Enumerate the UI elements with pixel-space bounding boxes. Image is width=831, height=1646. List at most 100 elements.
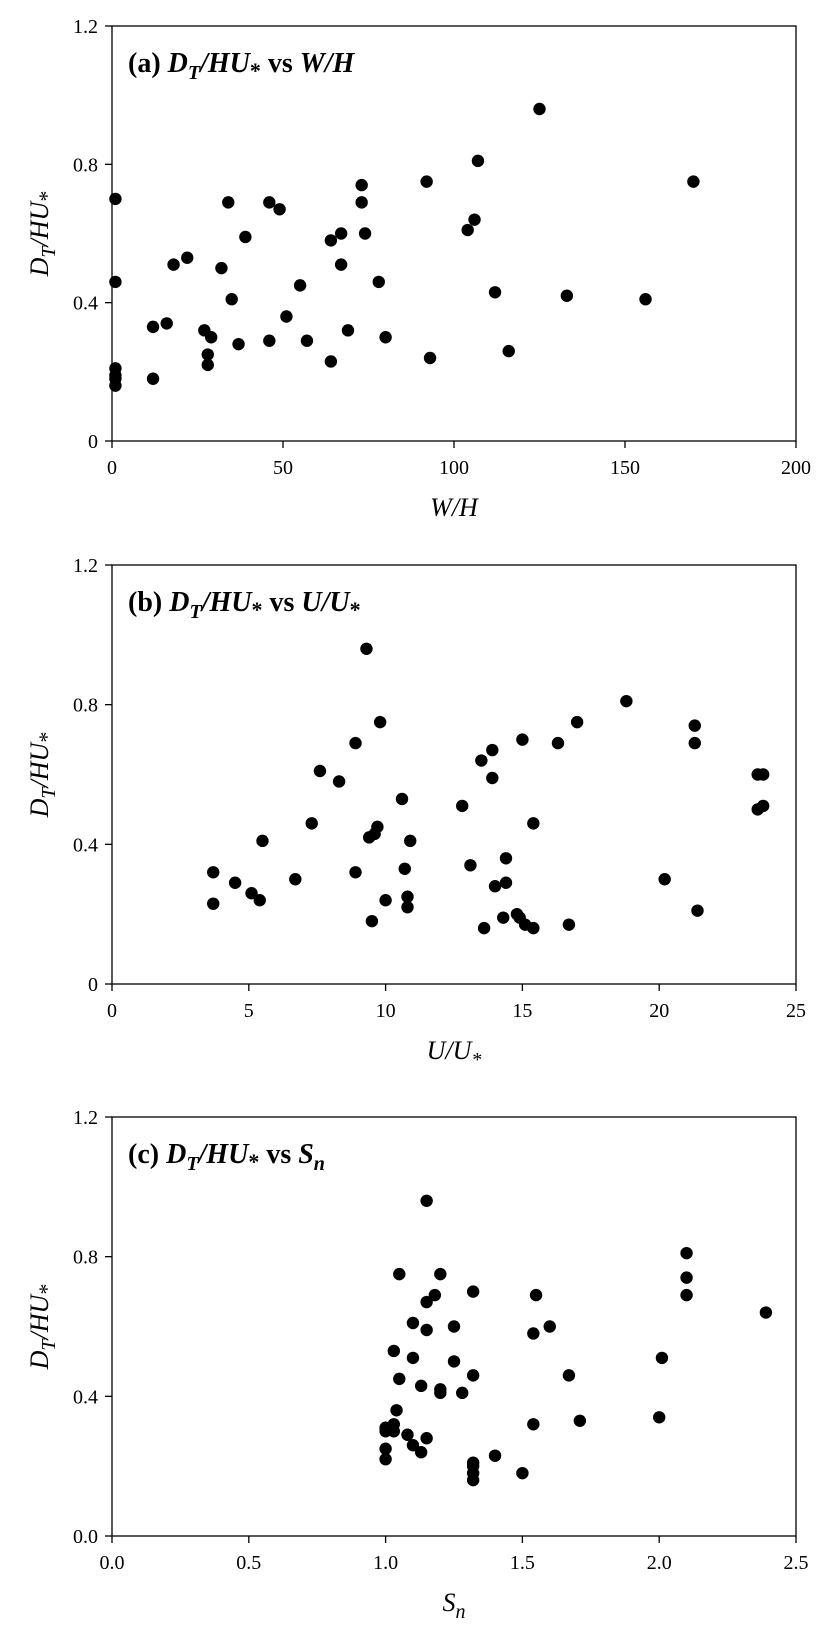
data-point [434,1386,447,1400]
data-point [207,897,220,910]
data-point [466,1285,480,1298]
data-point [461,223,474,237]
data-point [349,736,362,750]
x-tick-label: 1.0 [373,1552,398,1574]
data-point [401,890,414,903]
data-point [387,1425,401,1438]
data-point [263,334,276,347]
x-tick-label: 0 [107,457,117,479]
data-point [658,873,671,886]
data-point [201,358,214,372]
data-point [324,355,338,368]
data-point [420,1194,433,1208]
data-point [499,852,513,865]
y-axis-label: DT/HU* [25,1284,60,1371]
data-point [527,817,540,830]
data-point [256,834,269,848]
data-point [355,196,368,209]
data-point [379,331,392,344]
data-point [228,876,242,889]
data-point [160,317,173,330]
data-point [527,1327,540,1340]
y-tick-label: 1.2 [73,1107,98,1129]
x-tick-label: 2.5 [784,1552,809,1574]
x-tick-label: 0.5 [236,1552,261,1574]
x-tick-label: 15 [512,1000,532,1022]
x-axis-label: W/H [430,493,479,522]
data-point [680,1288,693,1302]
data-point [464,859,477,872]
data-point [423,351,437,365]
data-point [471,154,485,168]
data-point [570,715,584,729]
plot-frame [111,564,797,985]
data-point [406,1316,420,1330]
data-point [688,719,701,732]
data-point [551,736,565,750]
data-point [379,894,392,907]
data-point [146,372,160,385]
data-point [293,279,307,292]
data-point [497,911,510,924]
data-point [245,887,258,900]
panel-title: (a) DT/HU* vs W/H [128,48,355,84]
data-point [420,175,433,188]
y-tick-label: 0.0 [73,1526,98,1548]
data-point [358,227,372,240]
data-point [222,196,235,209]
data-point [756,768,770,781]
data-point [477,921,491,935]
data-point [109,192,122,206]
data-point [225,293,238,306]
data-point [280,310,293,323]
chart-panel-3: 0.0 0.5 1.0 1.5 2.0 2.5 0.0 0.4 0.8 1.2 Sn DT/HU* (c… [25,1107,809,1623]
data-point [620,694,633,708]
data-point [456,799,469,813]
data-point [533,102,546,116]
data-point [334,258,348,271]
y-tick-label: 0.8 [73,154,98,176]
data-point [379,1442,392,1455]
x-tick-label: 0.0 [100,1552,125,1574]
data-point [273,203,286,216]
data-point [324,234,338,247]
y-tick-label: 0.8 [73,1247,98,1269]
data-point [313,764,327,778]
data-point [680,1271,693,1284]
data-point [393,1267,406,1281]
data-point [332,775,346,788]
data-point [639,293,652,306]
data-point [456,1386,469,1400]
data-point [756,799,770,813]
data-point [300,334,314,347]
data-point [468,213,481,226]
data-point [447,1355,461,1368]
data-point [167,258,180,271]
data-point [466,1473,480,1487]
data-point [420,1432,433,1445]
data-point [387,1344,401,1358]
data-point [653,1411,666,1424]
data-point [355,178,368,192]
plot-frame [111,1116,797,1537]
data-point [420,1323,433,1337]
x-tick-label: 5 [244,1000,254,1022]
data-point [341,324,355,337]
y-tick-label: 0.8 [73,695,98,717]
x-tick-label: 1.5 [510,1552,535,1574]
data-point [420,1295,433,1309]
y-tick-label: 0 [88,974,98,996]
x-tick-label: 2.0 [647,1552,672,1574]
data-point [560,289,574,302]
data-point [390,1404,403,1417]
data-point [414,1446,428,1459]
y-tick-label: 0.4 [73,293,98,315]
data-point [349,866,362,879]
data-point [360,642,373,655]
data-point [401,900,414,914]
data-point [475,754,488,767]
x-tick-label: 25 [786,1000,806,1022]
data-point [395,792,409,806]
x-tick-label: 200 [781,457,811,479]
data-point [404,834,417,848]
